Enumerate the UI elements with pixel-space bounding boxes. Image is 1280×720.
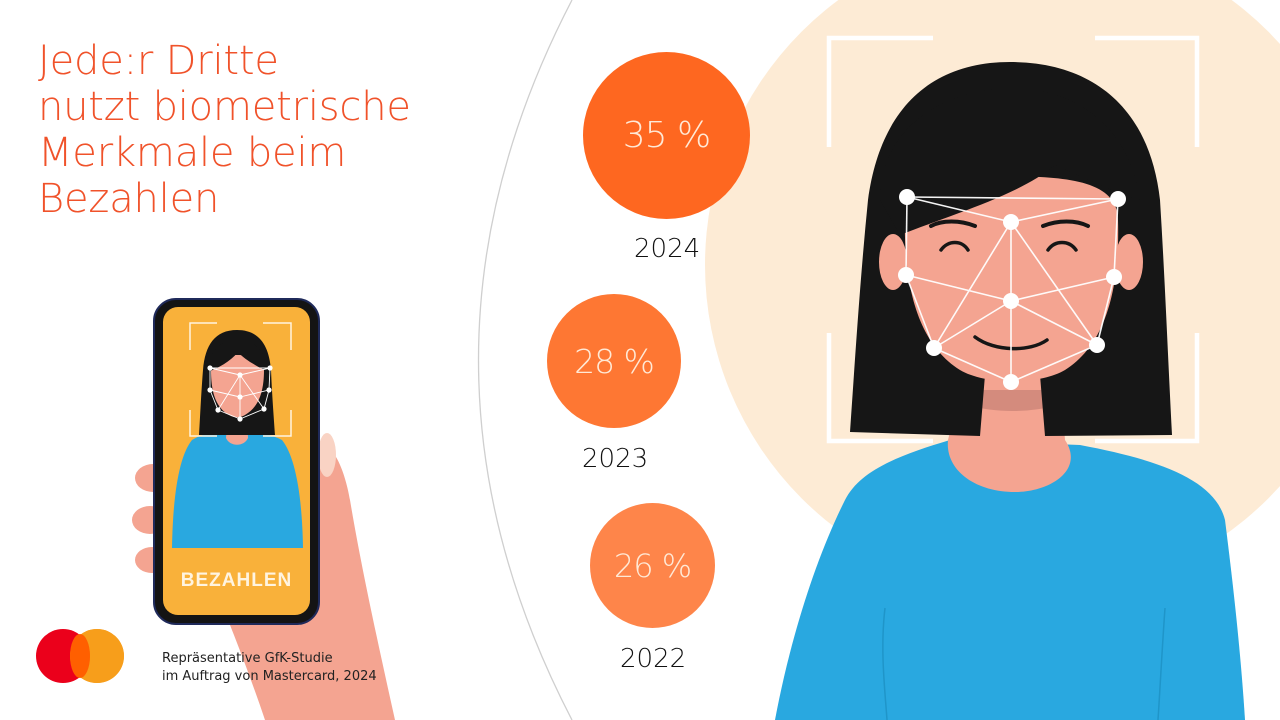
headline-line-2: nutzt biometrische bbox=[38, 84, 411, 130]
source-line-2: im Auftrag von Mastercard, 2024 bbox=[162, 669, 377, 684]
stat-value-2022: 26 % bbox=[613, 546, 692, 585]
stat-year-2024: 2024 bbox=[634, 234, 701, 264]
stat-bubble-2023: 28 % bbox=[547, 294, 681, 428]
stat-value-2023: 28 % bbox=[574, 341, 655, 381]
logo-overlap bbox=[70, 634, 90, 678]
stat-year-2023: 2023 bbox=[582, 444, 649, 474]
stat-bubble-2024: 35 % bbox=[583, 52, 750, 219]
shirt bbox=[775, 440, 1245, 720]
source-note: Repräsentative GfK-Studie im Auftrag von… bbox=[162, 650, 377, 686]
stat-year-2022: 2022 bbox=[620, 644, 687, 674]
mastercard-logo bbox=[36, 629, 128, 685]
source-line-1: Repräsentative GfK-Studie bbox=[162, 651, 333, 666]
pay-button[interactable]: BEZAHLEN bbox=[180, 570, 293, 591]
headline: Jede:r Dritte nutzt biometrische Merkmal… bbox=[38, 38, 411, 222]
stat-bubble-2022: 26 % bbox=[590, 503, 715, 628]
headline-line-1: Jede:r Dritte bbox=[38, 38, 279, 84]
headline-line-3: Merkmale beim bbox=[38, 130, 347, 176]
headline-line-4: Bezahlen bbox=[38, 176, 220, 222]
stat-value-2024: 35 % bbox=[622, 115, 711, 156]
viewfinder-brackets bbox=[826, 35, 1200, 444]
